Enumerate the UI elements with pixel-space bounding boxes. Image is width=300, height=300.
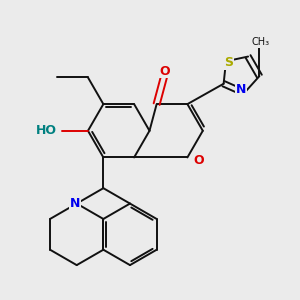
Text: CH₃: CH₃ [252, 37, 270, 47]
Text: N: N [236, 83, 246, 96]
Text: N: N [70, 197, 80, 210]
Text: O: O [159, 65, 170, 78]
Text: O: O [194, 154, 204, 167]
Text: HO: HO [36, 124, 57, 137]
Text: S: S [225, 56, 234, 69]
